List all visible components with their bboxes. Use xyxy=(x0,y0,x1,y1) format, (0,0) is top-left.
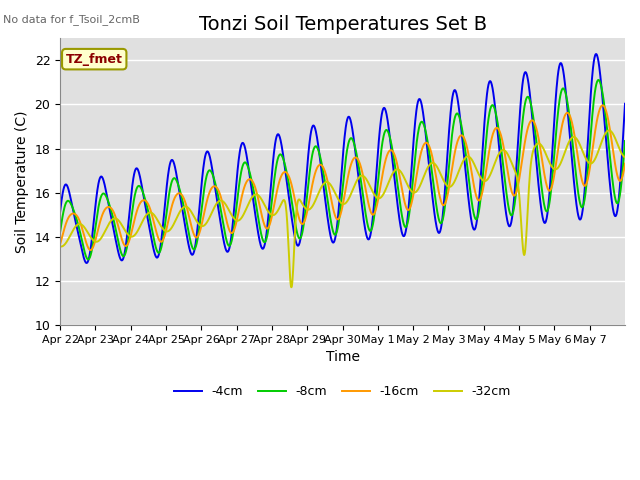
-8cm xyxy=(595,77,602,83)
-8cm xyxy=(621,138,629,144)
-8cm xyxy=(328,225,336,230)
-4cm xyxy=(476,185,484,191)
-32cm xyxy=(476,174,484,180)
Legend: -4cm, -8cm, -16cm, -32cm: -4cm, -8cm, -16cm, -32cm xyxy=(169,380,516,403)
-16cm xyxy=(614,176,622,182)
-4cm xyxy=(592,51,600,57)
-16cm xyxy=(145,203,153,208)
-32cm xyxy=(621,155,629,160)
Y-axis label: Soil Temperature (C): Soil Temperature (C) xyxy=(15,110,29,253)
-4cm xyxy=(83,260,90,266)
-32cm xyxy=(287,284,295,290)
-8cm xyxy=(84,256,92,262)
X-axis label: Time: Time xyxy=(326,350,360,364)
-32cm xyxy=(317,184,325,190)
-8cm xyxy=(476,201,484,206)
-16cm xyxy=(317,162,325,168)
-4cm xyxy=(614,200,622,205)
-8cm xyxy=(614,199,622,204)
-32cm xyxy=(605,128,613,133)
-4cm xyxy=(559,66,566,72)
-32cm xyxy=(328,184,336,190)
-16cm xyxy=(86,247,94,253)
Text: TZ_fmet: TZ_fmet xyxy=(66,53,123,66)
Line: -16cm: -16cm xyxy=(60,105,625,250)
-8cm xyxy=(145,211,153,217)
Title: Tonzi Soil Temperatures Set B: Tonzi Soil Temperatures Set B xyxy=(198,15,486,34)
-4cm xyxy=(317,167,325,173)
-8cm xyxy=(317,159,325,165)
-4cm xyxy=(328,239,336,244)
-16cm xyxy=(328,201,336,206)
Line: -8cm: -8cm xyxy=(60,80,625,259)
-16cm xyxy=(56,241,64,247)
-8cm xyxy=(559,85,566,91)
-4cm xyxy=(56,209,64,215)
-32cm xyxy=(56,243,64,249)
-16cm xyxy=(559,119,566,125)
-4cm xyxy=(145,222,153,228)
-16cm xyxy=(598,102,606,108)
Line: -32cm: -32cm xyxy=(60,131,625,287)
-32cm xyxy=(145,210,152,216)
-8cm xyxy=(56,229,64,235)
-16cm xyxy=(621,161,629,167)
-32cm xyxy=(559,155,566,161)
Text: No data for f_Tsoil_2cmB: No data for f_Tsoil_2cmB xyxy=(3,14,140,25)
-4cm xyxy=(621,101,629,107)
Line: -4cm: -4cm xyxy=(60,54,625,263)
-32cm xyxy=(614,144,622,149)
-16cm xyxy=(476,197,484,203)
